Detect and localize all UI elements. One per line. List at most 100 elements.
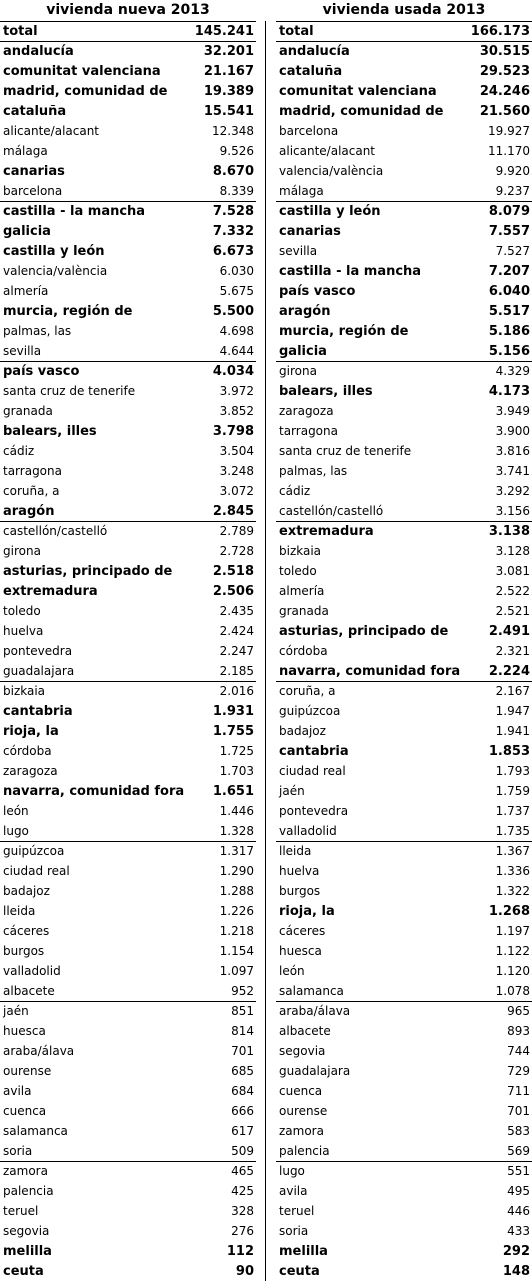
table-row: granada 3.852 xyxy=(0,402,256,422)
region-name: valencia/valència xyxy=(279,164,384,178)
region-value: 6.040 xyxy=(488,284,530,299)
table-row: huelva 1.336 xyxy=(276,862,532,882)
region-name: extremadura xyxy=(279,524,374,539)
region-value: 2.522 xyxy=(495,584,530,598)
region-value: 1.446 xyxy=(219,804,254,818)
region-value: 1.290 xyxy=(219,864,254,878)
table-row: castilla y león 8.079 xyxy=(276,202,532,222)
region-name: barcelona xyxy=(279,124,339,138)
region-name: toledo xyxy=(3,604,41,618)
table-row: cuenca 711 xyxy=(276,1082,532,1102)
region-value: 1.197 xyxy=(495,924,530,938)
region-value: 446 xyxy=(507,1204,530,1218)
region-value: 851 xyxy=(231,1004,254,1018)
region-value: 6.673 xyxy=(212,244,254,259)
region-name: ourense xyxy=(3,1064,52,1078)
region-name: cataluña xyxy=(3,104,67,119)
region-value: 1.154 xyxy=(219,944,254,958)
table-row: rioja, la 1.755 xyxy=(0,722,256,742)
table-row: murcia, región de 5.186 xyxy=(276,322,532,342)
region-value: 5.500 xyxy=(212,304,254,319)
region-value: 583 xyxy=(507,1124,530,1138)
table-row: almería 2.522 xyxy=(276,582,532,602)
table-row: soria 509 xyxy=(0,1142,256,1162)
region-name: cantabria xyxy=(3,704,73,719)
table-row: cantabria 1.931 xyxy=(0,702,256,722)
region-name: córdoba xyxy=(279,644,328,658)
region-name: galicia xyxy=(3,224,51,239)
table-row: coruña, a 3.072 xyxy=(0,482,256,502)
region-value: 4.034 xyxy=(212,364,254,379)
table-row: zaragoza 1.703 xyxy=(0,762,256,782)
region-name: salamanca xyxy=(3,1124,68,1138)
region-value: 15.541 xyxy=(203,104,254,119)
table-row: barcelona 8.339 xyxy=(0,182,256,202)
region-value: 2.521 xyxy=(495,604,530,618)
table-row: rioja, la 1.268 xyxy=(276,902,532,922)
table-row: balears, illes 3.798 xyxy=(0,422,256,442)
table-row: alicante/alacant 12.348 xyxy=(0,122,256,142)
region-name: rioja, la xyxy=(3,724,59,739)
region-name: bizkaia xyxy=(279,544,322,558)
region-name: teruel xyxy=(279,1204,315,1218)
region-value: 2.728 xyxy=(219,544,254,558)
region-value: 1.120 xyxy=(495,964,530,978)
region-name: madrid, comunidad de xyxy=(279,104,444,119)
region-value: 1.218 xyxy=(219,924,254,938)
region-value: 3.248 xyxy=(219,464,254,478)
region-value: 4.329 xyxy=(495,364,530,378)
region-value: 1.322 xyxy=(495,884,530,898)
table-row: murcia, región de 5.500 xyxy=(0,302,256,322)
region-name: avila xyxy=(3,1084,32,1098)
table-row: navarra, comunidad foral de 1.651 xyxy=(0,782,256,802)
table-row: salamanca 617 xyxy=(0,1122,256,1142)
region-name: valladolid xyxy=(3,964,61,978)
table-row: valladolid 1.097 xyxy=(0,962,256,982)
region-value: 11.170 xyxy=(488,144,530,158)
region-value: 2.518 xyxy=(212,564,254,579)
region-name: total xyxy=(3,24,38,39)
table-row: palmas, las 4.698 xyxy=(0,322,256,342)
table-row: ceuta 90 xyxy=(0,1262,256,1282)
table-row: ciudad real 1.290 xyxy=(0,862,256,882)
region-name: huelva xyxy=(279,864,320,878)
region-value: 2.491 xyxy=(488,624,530,639)
table-row: castilla y león 6.673 xyxy=(0,242,256,262)
table-row: melilla 112 xyxy=(0,1242,256,1262)
table-row: valencia/valència 9.920 xyxy=(276,162,532,182)
region-name: melilla xyxy=(279,1244,328,1259)
region-name: guadalajara xyxy=(3,664,75,678)
region-name: palmas, las xyxy=(279,464,348,478)
region-name: país vasco xyxy=(3,364,80,379)
table-row: melilla 292 xyxy=(276,1242,532,1262)
region-name: sevilla xyxy=(3,344,42,358)
region-value: 3.156 xyxy=(495,504,530,518)
region-name: palmas, las xyxy=(3,324,72,338)
region-name: tarragona xyxy=(279,424,338,438)
region-value: 19.389 xyxy=(203,84,254,99)
region-name: cáceres xyxy=(3,924,50,938)
region-value: 684 xyxy=(231,1084,254,1098)
table-row: total 166.173 xyxy=(276,22,532,42)
region-value: 711 xyxy=(507,1084,530,1098)
table-row: cáceres 1.197 xyxy=(276,922,532,942)
region-value: 1.725 xyxy=(219,744,254,758)
region-value: 32.201 xyxy=(203,44,254,59)
region-name: zaragoza xyxy=(3,764,58,778)
region-name: extremadura xyxy=(3,584,98,599)
used-housing-title: vivienda usada 2013 xyxy=(276,0,532,22)
region-value: 8.079 xyxy=(488,204,530,219)
region-value: 952 xyxy=(231,984,254,998)
table-row: león 1.446 xyxy=(0,802,256,822)
region-value: 328 xyxy=(231,1204,254,1218)
region-value: 1.735 xyxy=(495,824,530,838)
region-value: 3.949 xyxy=(495,404,530,418)
region-name: total xyxy=(279,24,314,39)
table-row: soria 433 xyxy=(276,1222,532,1242)
column-divider xyxy=(265,21,266,1281)
region-name: castilla y león xyxy=(3,244,105,259)
table-row: andalucía 32.201 xyxy=(0,42,256,62)
region-name: huesca xyxy=(3,1024,46,1038)
region-name: sevilla xyxy=(279,244,318,258)
